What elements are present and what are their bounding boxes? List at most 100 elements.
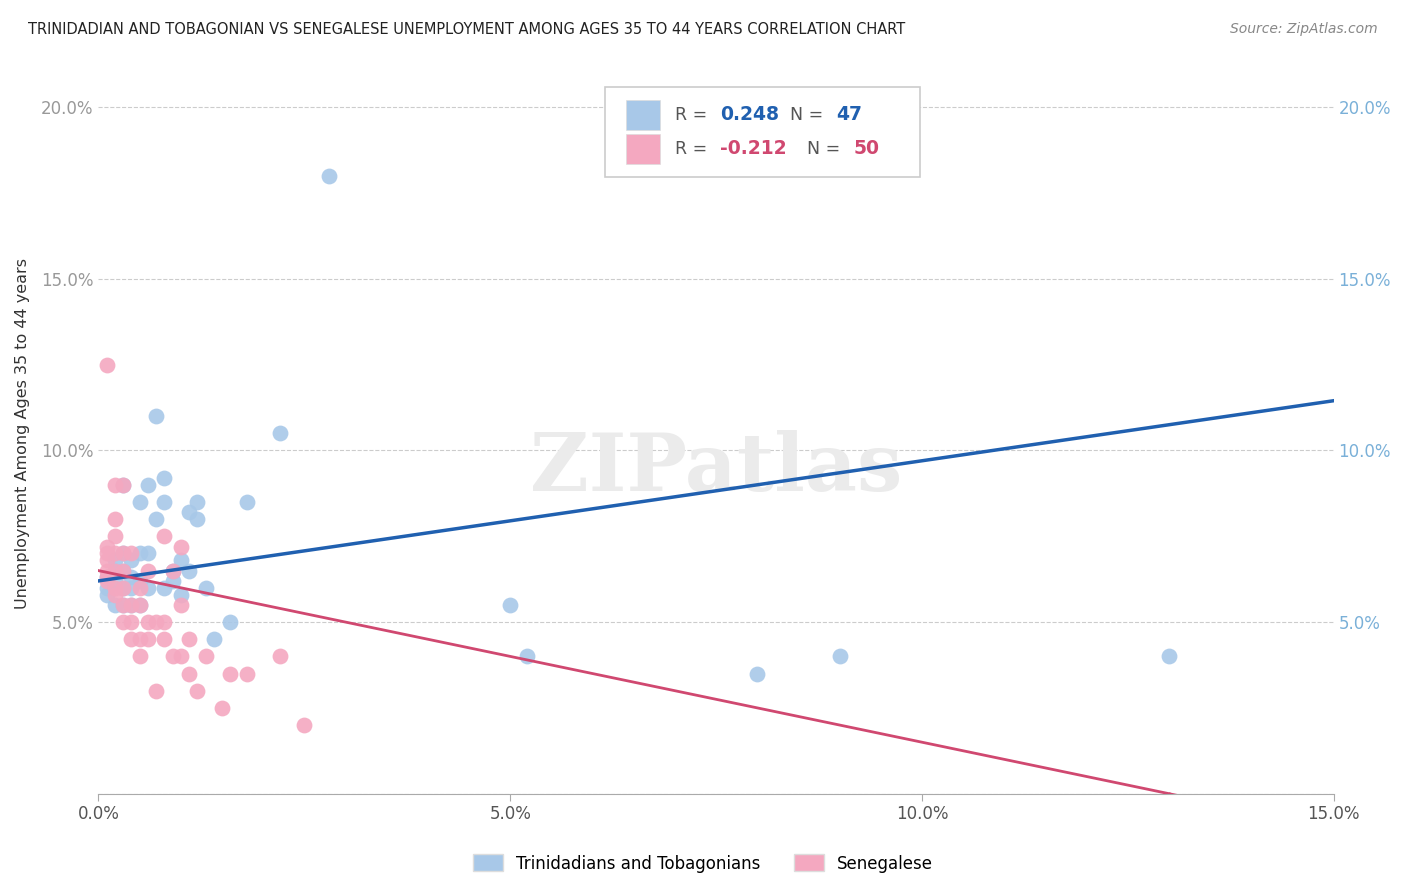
Point (112, 546, 135, 560)
Point (112, 581, 135, 595)
Point (96, 564, 118, 578)
FancyBboxPatch shape (605, 87, 920, 178)
Point (112, 564, 135, 578)
Point (170, 553, 193, 567)
Point (153, 471, 176, 485)
Point (128, 598, 150, 612)
Point (136, 581, 159, 595)
Point (104, 512, 127, 526)
Point (96, 581, 118, 595)
Point (136, 564, 159, 578)
Point (170, 540, 193, 554)
Point (128, 598, 150, 612)
Point (120, 570, 142, 584)
Text: 47: 47 (835, 105, 862, 124)
Point (112, 478, 135, 492)
Point (104, 564, 127, 578)
Point (747, 666, 769, 681)
Point (104, 529, 127, 543)
Point (235, 666, 257, 681)
Point (128, 581, 150, 595)
Point (219, 666, 242, 681)
Point (186, 683, 208, 698)
Point (269, 649, 291, 664)
Point (96, 588, 118, 602)
Point (211, 701, 233, 715)
Point (128, 495, 150, 509)
Point (120, 546, 142, 560)
Point (153, 529, 176, 543)
Point (219, 615, 242, 629)
Point (153, 495, 176, 509)
Point (104, 478, 127, 492)
Point (120, 598, 142, 612)
Point (194, 581, 217, 595)
Point (112, 615, 135, 629)
Point (235, 495, 257, 509)
Text: ZIPatlas: ZIPatlas (530, 430, 903, 508)
Point (828, 649, 851, 664)
Point (1157, 649, 1180, 664)
Point (136, 632, 159, 647)
FancyBboxPatch shape (626, 100, 661, 130)
Point (145, 615, 167, 629)
Point (104, 598, 127, 612)
Text: Source: ZipAtlas.com: Source: ZipAtlas.com (1230, 22, 1378, 37)
Point (499, 598, 522, 612)
Point (186, 495, 208, 509)
Point (104, 588, 127, 602)
Point (136, 615, 159, 629)
Point (202, 632, 225, 647)
Point (96, 540, 118, 554)
FancyBboxPatch shape (626, 134, 661, 164)
Text: -0.212: -0.212 (720, 139, 786, 158)
Point (162, 649, 184, 664)
Point (177, 632, 200, 647)
Text: R =: R = (675, 106, 713, 124)
Text: N =: N = (790, 106, 830, 124)
Point (128, 546, 150, 560)
Point (194, 649, 217, 664)
Point (96, 570, 118, 584)
Text: N =: N = (807, 140, 846, 158)
Point (120, 553, 142, 567)
Point (96, 570, 118, 584)
Point (128, 632, 150, 647)
Point (96, 546, 118, 560)
Y-axis label: Unemployment Among Ages 35 to 44 years: Unemployment Among Ages 35 to 44 years (15, 258, 30, 609)
Point (186, 512, 208, 526)
Point (153, 632, 176, 647)
Point (170, 588, 193, 602)
Text: TRINIDADIAN AND TOBAGONIAN VS SENEGALESE UNEMPLOYMENT AMONG AGES 35 TO 44 YEARS : TRINIDADIAN AND TOBAGONIAN VS SENEGALESE… (28, 22, 905, 37)
Point (516, 649, 538, 664)
Point (112, 564, 135, 578)
Point (104, 581, 127, 595)
Text: R =: R = (675, 140, 713, 158)
Point (128, 574, 150, 588)
Point (162, 574, 184, 588)
Point (112, 598, 135, 612)
Point (120, 598, 142, 612)
Point (112, 581, 135, 595)
Point (112, 598, 135, 612)
Point (292, 718, 315, 732)
Point (145, 512, 167, 526)
Point (96, 358, 118, 372)
Point (112, 478, 135, 492)
Legend: Trinidadians and Tobagonians, Senegalese: Trinidadians and Tobagonians, Senegalese (467, 847, 939, 880)
Point (318, 169, 340, 183)
Point (104, 564, 127, 578)
Point (128, 649, 150, 664)
Point (162, 564, 184, 578)
Point (104, 546, 127, 560)
Point (177, 564, 200, 578)
Text: 50: 50 (853, 139, 879, 158)
Point (120, 581, 142, 595)
Point (96, 574, 118, 588)
Point (177, 666, 200, 681)
Point (153, 581, 176, 595)
Point (104, 574, 127, 588)
Point (269, 426, 291, 441)
Point (120, 615, 142, 629)
Point (170, 649, 193, 664)
